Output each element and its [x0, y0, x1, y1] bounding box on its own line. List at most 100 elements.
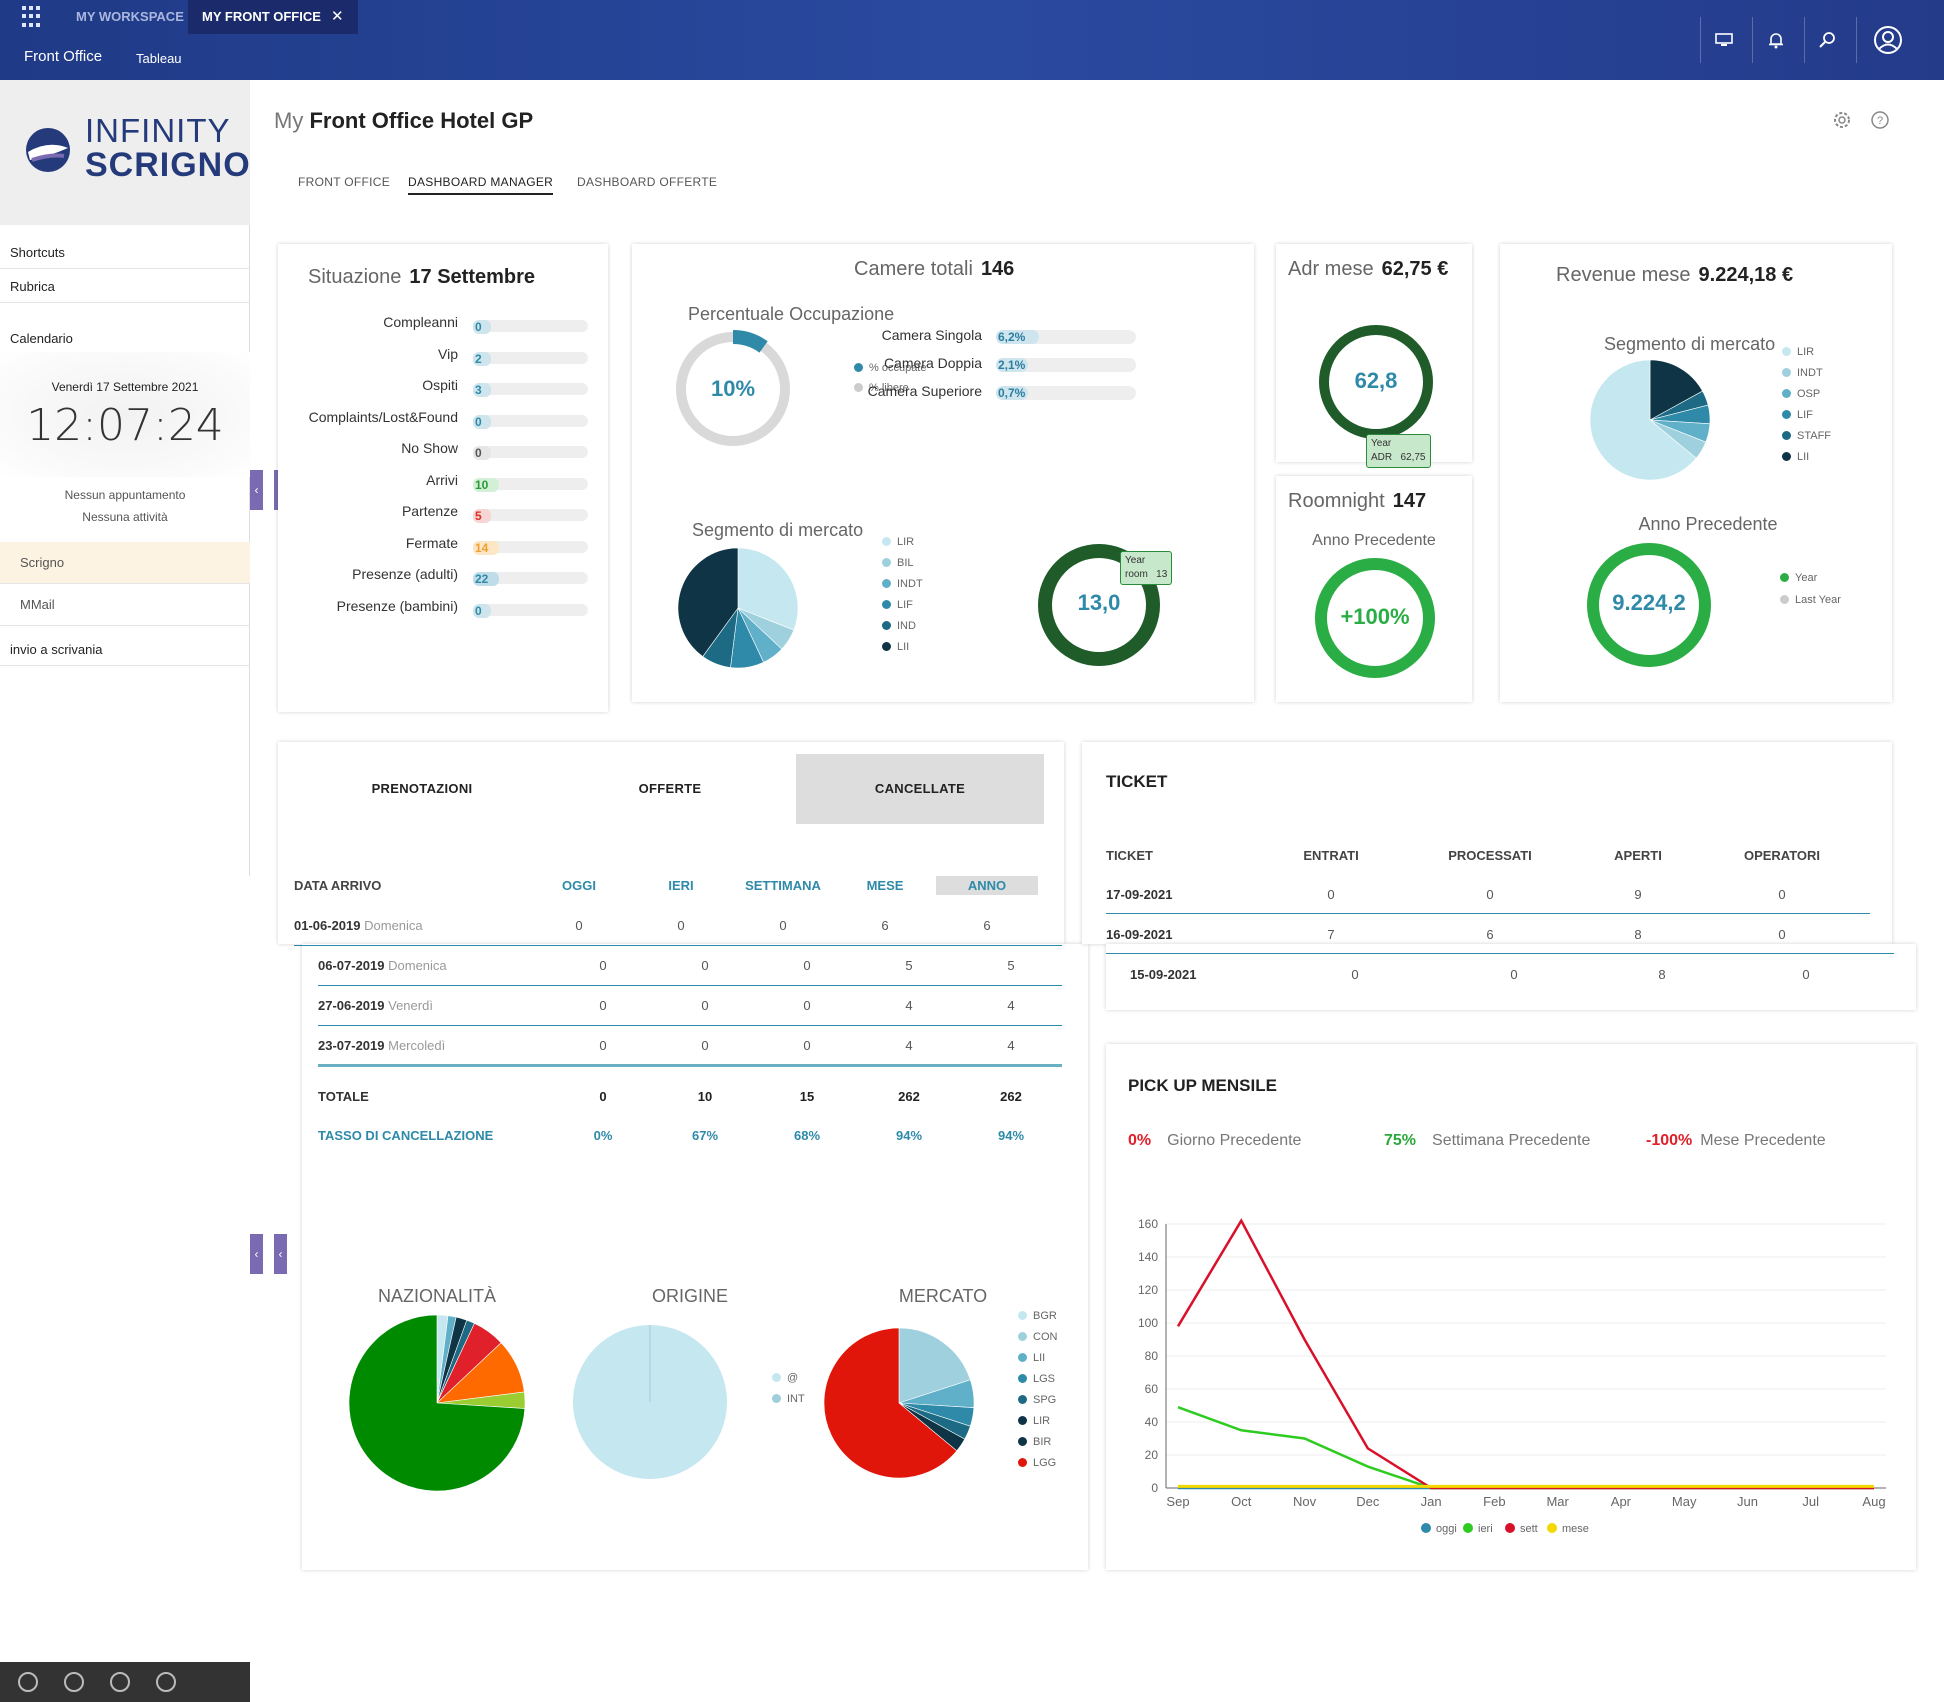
- nazionalita-title: NAZIONALITÀ: [377, 1286, 497, 1306]
- row-cell: 0: [803, 998, 811, 1013]
- pickup-giorno-pct: 0%: [1128, 1132, 1152, 1149]
- help-circle-icon[interactable]: ?: [1870, 110, 1890, 130]
- situazione-row-label: Arrivi: [426, 471, 458, 488]
- mercato-slice: [823, 1327, 958, 1479]
- scrigno-logo-icon: [26, 128, 70, 172]
- revenue-legend-item: INDT: [1782, 367, 1823, 379]
- roomnight-ring-value: +100%: [1340, 604, 1410, 629]
- situazione-row: Vip 2: [278, 346, 608, 366]
- table-row: 06-07-2019 Domenica 0 0 0 5 5: [318, 946, 1062, 986]
- sidebar-item-mmail[interactable]: MMail: [0, 584, 250, 626]
- roomnight-title: Roomnight 147: [1288, 490, 1426, 513]
- tooltip-room: room: [1125, 569, 1148, 580]
- close-icon[interactable]: ✕: [330, 8, 344, 25]
- room-ring-value: 13,0: [1077, 590, 1121, 615]
- segmento-slice: [737, 547, 799, 631]
- camere-card: Camere totali 146 Percentuale Occupazione…: [632, 244, 1254, 702]
- bell-icon[interactable]: [1752, 17, 1798, 63]
- situazione-row-value: 10: [473, 477, 499, 492]
- col-ieri[interactable]: IERI: [668, 878, 694, 893]
- legend-label: LIR: [897, 536, 915, 548]
- legend-dot-icon: [882, 642, 891, 651]
- adr-label: Adr mese: [1288, 258, 1374, 280]
- col-mese[interactable]: MESE: [866, 878, 904, 893]
- legend-dot-icon: [882, 579, 891, 588]
- ticket-cell: 8: [1658, 967, 1666, 982]
- collapse-sidebar-button-2[interactable]: ‹: [250, 1234, 263, 1274]
- rate-settimana: 68%: [793, 1128, 821, 1143]
- apps-grid-icon[interactable]: [22, 6, 44, 28]
- situazione-row-label: Fermate: [405, 534, 458, 551]
- situazione-row: Ospiti 3: [278, 377, 608, 397]
- ticket-cell: 0: [1486, 887, 1494, 902]
- room-bar-label: Camera Singola: [881, 327, 982, 343]
- subnav-tableau[interactable]: Tableau: [136, 51, 182, 66]
- tab-prenotazioni[interactable]: PRENOTAZIONI: [371, 781, 473, 796]
- sidebar-item-invio-scrivania[interactable]: invio a scrivania: [0, 642, 250, 666]
- pickup-settimana: 75% Settimana Precedente: [1384, 1132, 1590, 1150]
- legend-dot-icon: [1547, 1523, 1557, 1533]
- sidebar-item-rubrica[interactable]: Rubrica: [0, 279, 250, 303]
- row-divider: [294, 945, 1062, 946]
- rate-ieri: 67%: [691, 1128, 719, 1143]
- series-line-ieri: [1177, 1405, 1874, 1490]
- user-avatar-icon[interactable]: [1856, 17, 1918, 63]
- subnav-front-office[interactable]: Front Office: [24, 48, 103, 65]
- adr-title: Adr mese 62,75 €: [1288, 258, 1448, 281]
- pickup-settimana-label: Settimana Precedente: [1432, 1132, 1591, 1149]
- revenue-sub: Anno Precedente: [1638, 514, 1778, 534]
- legend-dot-icon: [1463, 1523, 1473, 1533]
- y-tick-label: 120: [1138, 1283, 1158, 1297]
- total-ieri: 10: [697, 1089, 713, 1104]
- legend-label: STAFF: [1797, 430, 1832, 442]
- situazione-row-bar: [473, 351, 588, 364]
- legend-dot-icon: [1782, 452, 1791, 461]
- tab-offerte[interactable]: OFFERTE: [638, 781, 702, 796]
- tab-dashboard-offerte[interactable]: DASHBOARD OFFERTE: [577, 175, 718, 189]
- ticket-row-divider: [1106, 953, 1894, 954]
- segmento-legend-item: INDT: [882, 578, 923, 590]
- logo-text-scrigno: SCRIGNO: [85, 146, 251, 184]
- y-tick-label: 20: [1145, 1448, 1159, 1462]
- page-title: My Front Office Hotel GP: [274, 108, 533, 134]
- occupazione-donut: [674, 330, 792, 448]
- revenue-segmento-title: Segmento di mercato: [1604, 334, 1776, 354]
- situazione-row-label: Partenze: [401, 503, 458, 519]
- col-settimana[interactable]: SETTIMANA: [745, 878, 821, 893]
- help-icon[interactable]: [110, 1672, 130, 1692]
- gear-icon[interactable]: [1832, 110, 1852, 130]
- legend-dot-icon: [1018, 1437, 1027, 1446]
- row-date-value: 01-06-2019: [294, 918, 361, 933]
- y-tick-label: 140: [1138, 1250, 1158, 1264]
- rate-anno: 94%: [997, 1128, 1025, 1143]
- settings-icon[interactable]: [18, 1672, 38, 1692]
- x-tick-label: Apr: [1611, 1494, 1632, 1509]
- situazione-row-label: Compleanni: [383, 314, 458, 330]
- revenue-title: Revenue mese 9.224,18 €: [1556, 264, 1793, 287]
- legend-dot-icon: [1421, 1523, 1431, 1533]
- x-tick-label: Sep: [1166, 1494, 1189, 1509]
- legend-label: CON: [1033, 1331, 1058, 1343]
- copyright-icon[interactable]: [156, 1672, 176, 1692]
- tab-my-workspace[interactable]: MY WORKSPACE: [76, 9, 184, 24]
- col-anno[interactable]: ANNO: [936, 876, 1038, 895]
- situazione-row-value: 0: [473, 320, 491, 334]
- row-date: 23-07-2019 Mercoledì: [318, 1038, 445, 1053]
- search-icon[interactable]: [1804, 17, 1850, 63]
- legend-at: @: [772, 1372, 798, 1384]
- segmento-pie: [677, 547, 799, 669]
- sidebar-item-scrigno[interactable]: Scrigno: [0, 542, 250, 584]
- col-oggi[interactable]: OGGI: [562, 878, 596, 893]
- tab-front-office[interactable]: FRONT OFFICE: [298, 175, 391, 189]
- tab-my-front-office[interactable]: MY FRONT OFFICE ✕: [188, 0, 358, 34]
- ticket-cell: 7: [1327, 927, 1335, 942]
- monitor-icon[interactable]: [1700, 17, 1746, 63]
- globe-icon[interactable]: [64, 1672, 84, 1692]
- collapse-panel-button-2[interactable]: ‹: [274, 1234, 287, 1274]
- tab-dashboard-manager[interactable]: DASHBOARD MANAGER: [408, 175, 554, 195]
- tab-cancellate[interactable]: CANCELLATE: [796, 754, 1044, 824]
- y-tick-label: 40: [1145, 1415, 1159, 1429]
- legend-last-year-label: Last Year: [1795, 594, 1841, 606]
- collapse-sidebar-button[interactable]: ‹: [250, 470, 263, 510]
- legend-label: LIR: [1033, 1415, 1051, 1427]
